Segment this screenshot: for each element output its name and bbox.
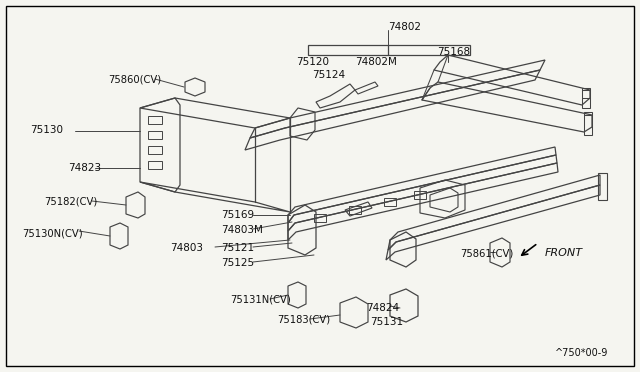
Text: 75120: 75120 [296,57,329,67]
Text: 75860(CV): 75860(CV) [108,75,161,85]
Text: 75861(CV): 75861(CV) [460,248,513,258]
Text: ^750*00-9: ^750*00-9 [555,348,609,358]
Text: 75182(CV): 75182(CV) [44,197,97,207]
Text: 75183(CV): 75183(CV) [277,315,330,325]
Text: 74803M: 74803M [221,225,263,235]
Text: 75121: 75121 [221,243,254,253]
Text: 75131N(CV): 75131N(CV) [230,295,291,305]
Text: FRONT: FRONT [545,248,583,258]
Text: 75130N(CV): 75130N(CV) [22,228,83,238]
Text: 75168: 75168 [437,47,470,57]
Text: 75125: 75125 [221,258,254,268]
Text: 74802: 74802 [388,22,421,32]
Text: 75130: 75130 [30,125,63,135]
Text: 74803: 74803 [170,243,203,253]
Text: 74823: 74823 [68,163,101,173]
Text: 74802M: 74802M [355,57,397,67]
Text: 75169: 75169 [221,210,254,220]
Text: 74824: 74824 [366,303,399,313]
Text: 75131: 75131 [370,317,403,327]
Text: 75124: 75124 [312,70,345,80]
